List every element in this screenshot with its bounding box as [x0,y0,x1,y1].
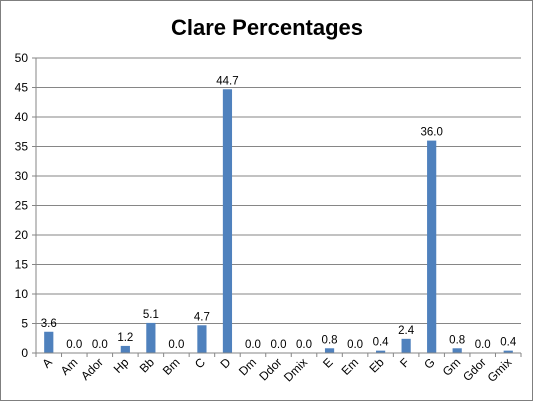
data-label: 1.2 [117,332,133,344]
data-label: 0.0 [245,339,261,351]
x-tick-label: Ddor [256,355,284,383]
x-tick-label: D [218,355,234,371]
bars [44,89,513,354]
data-label: 5.1 [143,309,159,321]
data-label: 44.7 [216,75,238,87]
y-tick-label: 30 [15,169,29,183]
x-tick-label: Dm [236,355,259,378]
data-label: 0.0 [168,339,184,351]
y-tick-label: 50 [15,51,29,65]
data-label: 36.0 [420,127,442,139]
y-tick-label: 25 [15,199,29,213]
chart-title: Clare Percentages [171,15,363,40]
bar-bb [146,322,156,353]
gridlines [36,57,521,324]
bar-a [44,331,54,353]
data-label: 0.0 [66,339,82,351]
bar-gmix [503,350,513,353]
data-label: 2.4 [398,325,415,337]
bar-c [197,325,207,353]
bar-eb [376,350,386,353]
y-tick-label: 20 [15,228,29,242]
data-label: 0.8 [322,334,338,346]
bar-hp [120,345,130,353]
x-tick-label: Gdor [460,355,489,384]
x-tick-label: Gm [440,355,464,379]
data-label: 0.0 [271,339,287,351]
x-tick-label: Ador [78,355,106,383]
x-tick-label: E [320,355,336,371]
data-label: 0.8 [449,334,465,346]
data-label: 0.4 [500,337,517,349]
x-tick-label: Hp [111,355,132,376]
x-tick-label: Am [58,355,81,378]
data-label: 0.0 [475,339,491,351]
y-tick-label: 15 [15,258,29,272]
bar-d [222,89,233,354]
bar-e [324,348,335,353]
x-tick-label: Bm [160,355,183,378]
x-tick-label: Dmix [281,355,310,384]
data-label: 0.0 [296,339,312,351]
x-tick-label: Gmix [485,355,515,385]
y-tick-label: 0 [21,346,28,360]
y-tick-label: 10 [15,287,29,301]
data-label: 0.4 [373,337,390,349]
data-label: 4.7 [194,311,210,323]
x-tick-label: Em [339,355,362,378]
data-label: 0.0 [347,339,363,351]
y-tick-label: 5 [21,317,28,331]
x-tick-label: C [192,355,208,371]
bar-f [401,338,411,353]
y-tick-label: 40 [15,110,29,124]
data-label: 3.6 [41,318,57,330]
x-tick-label: A [39,355,55,371]
y-tick-label: 45 [15,81,29,95]
x-tick-label: F [397,355,412,370]
bar-g [427,140,437,353]
bar-gm [452,348,462,353]
x-tick-label: Bb [137,355,158,376]
y-tick-label: 35 [15,140,29,154]
y-axis: 0 5 10 15 20 25 30 35 40 45 50 [15,51,37,360]
x-tick-label: Eb [366,355,387,376]
x-tick-label: G [421,355,438,372]
data-labels: 3.6 0.0 0.0 1.2 5.1 0.0 4.7 44.7 0.0 0.0 0.0 0.8 0.0… [41,75,517,351]
data-label: 0.0 [92,339,108,351]
